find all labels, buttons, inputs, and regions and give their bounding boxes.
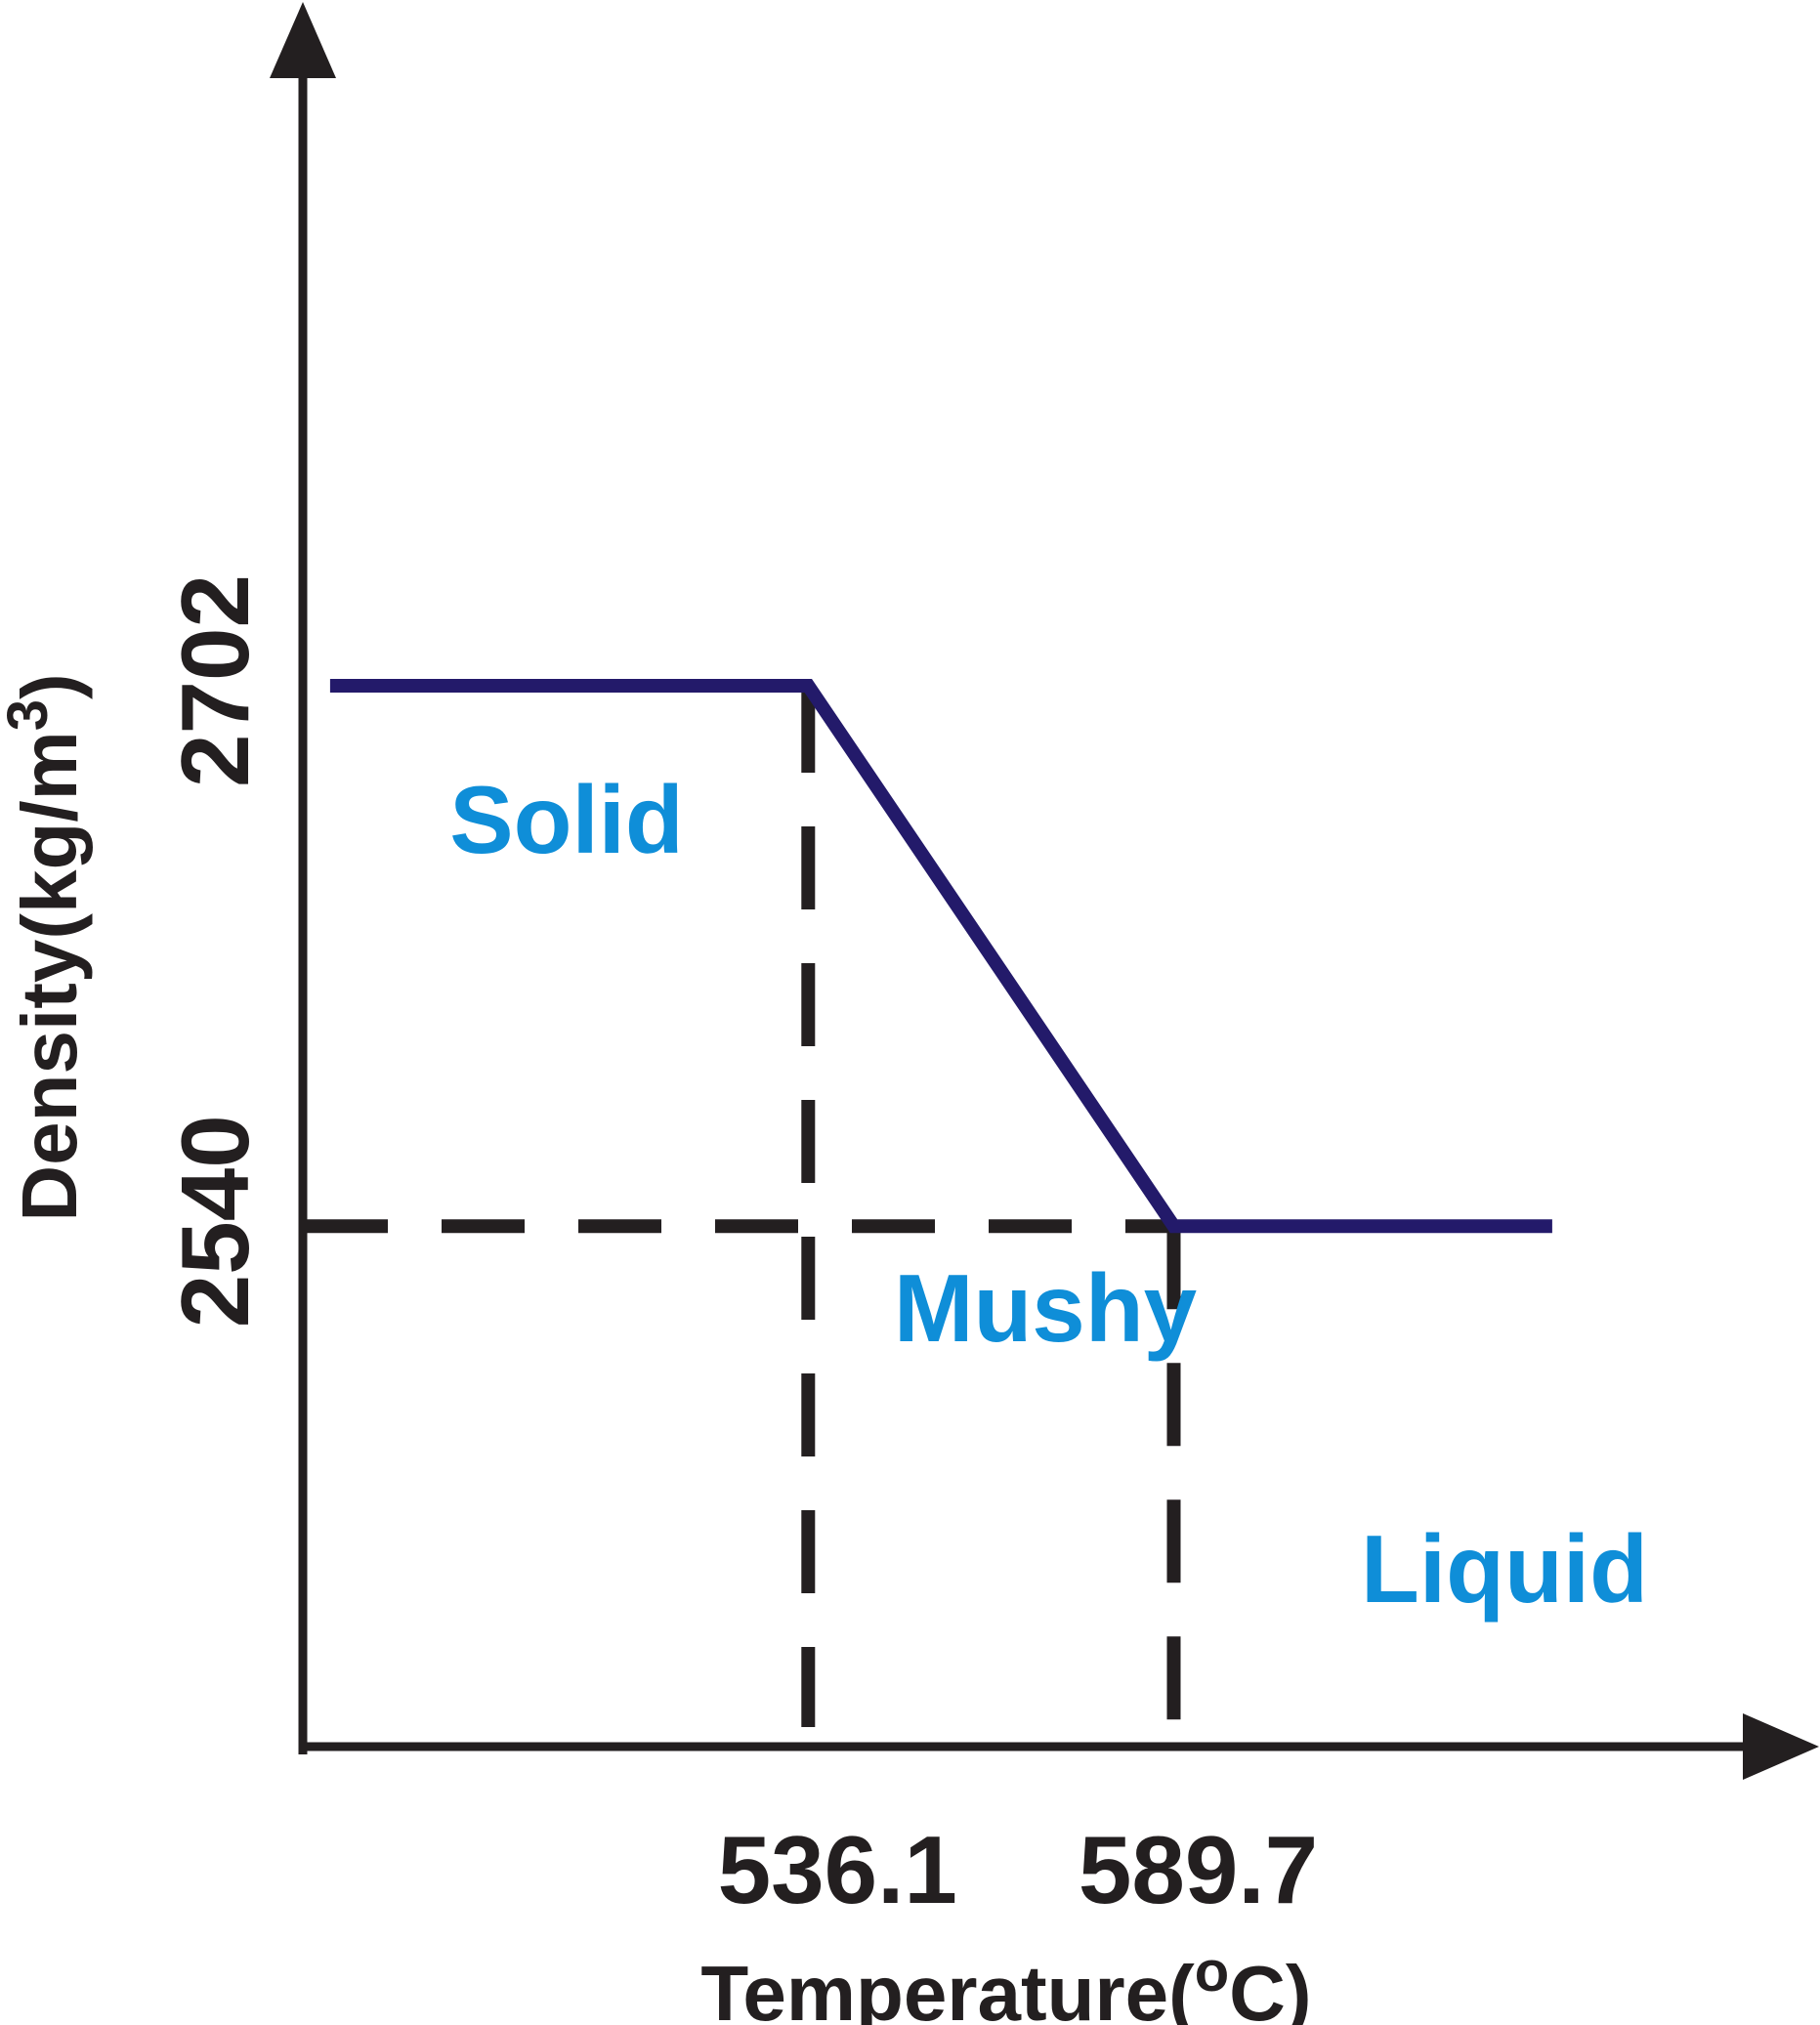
y-axis-title-sup: 3 <box>0 699 60 731</box>
x-axis-arrowhead <box>1743 1713 1819 1780</box>
x-axis-title-main: Temperature( <box>700 1950 1195 2025</box>
x-axis-title-unit: C) <box>1229 1950 1311 2025</box>
x-axis-title-degree-sup: o <box>1195 1940 1229 2004</box>
region-label-mushy: Mushy <box>894 1254 1197 1362</box>
y-axis-title-close: ) <box>6 673 93 699</box>
y-axis-title-main: Density(kg/m <box>6 731 93 1221</box>
y-axis-title: Density(kg/m3) <box>0 673 93 1221</box>
density-series-line <box>329 679 1552 1234</box>
region-label-liquid: Liquid <box>1361 1515 1648 1623</box>
y-axis-arrowhead <box>270 2 336 78</box>
x-tick-label-589-7: 589.7 <box>1079 1816 1318 1923</box>
x-axis-title: Temperature(oC) <box>700 1940 1311 2025</box>
region-label-solid: Solid <box>449 766 684 873</box>
y-tick-label-2702: 2702 <box>161 574 269 787</box>
y-tick-label-2540: 2540 <box>161 1115 269 1328</box>
x-tick-label-536-1: 536.1 <box>718 1816 957 1923</box>
